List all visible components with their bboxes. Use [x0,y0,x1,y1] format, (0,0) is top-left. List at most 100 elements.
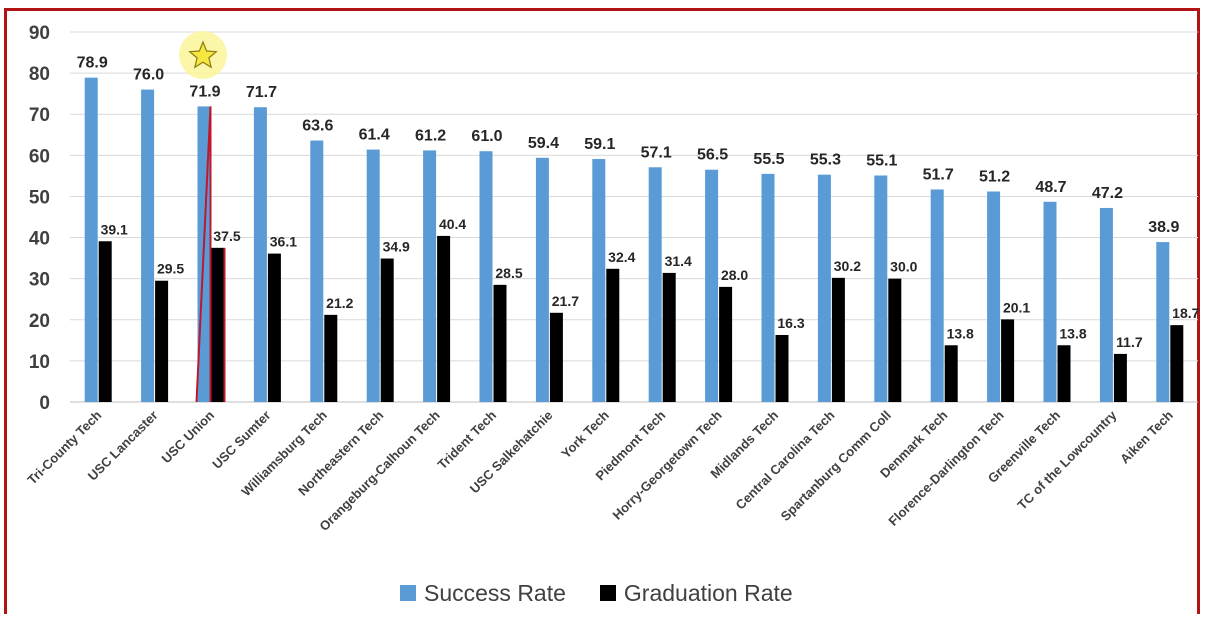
success-bar [423,150,437,402]
graduation-bar [267,253,281,402]
graduation-value-label: 39.1 [101,221,128,237]
success-value-label: 55.3 [810,152,841,169]
success-value-label: 51.7 [923,166,954,183]
category-label: TC of the Lowcountry [1014,407,1120,513]
graduation-value-label: 30.2 [834,258,861,274]
success-bar [761,173,775,402]
graduation-value-label: 18.7 [1172,305,1199,321]
category-label: Central Carolina Tech [733,407,838,512]
success-bar [535,157,549,402]
legend-item-graduation: Graduation Rate [599,579,793,607]
success-bar [253,107,267,402]
graduation-bar [1113,353,1127,402]
category-label: Florence-Darlington Tech [885,407,1006,528]
bars-group [84,77,1184,403]
graduation-bar [98,241,112,402]
graduation-value-label: 37.5 [213,228,240,244]
success-bar [987,191,1001,402]
success-bar [930,189,944,402]
category-label: Horry-Georgetown Tech [610,407,725,522]
graduation-value-label: 31.4 [665,253,692,269]
y-tick-label: 10 [29,352,50,373]
success-value-label: 55.1 [866,152,897,169]
graduation-bar [719,286,733,402]
success-value-label: 47.2 [1092,185,1123,202]
category-label: USC Union [159,407,218,466]
graduation-bar [944,345,958,402]
y-tick-label: 70 [29,105,50,126]
y-tick-label: 50 [29,187,50,208]
success-value-label: 48.7 [1035,179,1066,196]
legend-swatch-success [400,585,416,601]
graduation-value-label: 16.3 [777,315,804,331]
success-value-label: 38.9 [1148,219,1179,236]
success-value-label: 51.2 [979,169,1010,186]
data-labels: 78.9 39.1 76.0 29.5 71.9 37.5 71.7 36.1 63.6 21.2… [77,55,1200,350]
success-bar [84,77,98,402]
success-bar [705,169,719,402]
graduation-value-label: 13.8 [1059,325,1086,341]
category-label: Aiken Tech [1117,407,1176,466]
success-value-label: 71.9 [189,83,220,100]
success-bar [1156,242,1170,402]
graduation-value-label: 11.7 [1116,334,1143,350]
category-label: York Tech [558,407,612,461]
graduation-bar [662,272,676,402]
highlight-overlay-group [195,106,226,403]
success-value-label: 76.0 [133,67,164,84]
success-bar [310,140,324,403]
graduation-value-label: 34.9 [383,239,410,255]
graduation-value-label: 28.0 [721,267,748,283]
graduation-bar [380,258,394,402]
success-value-label: 78.9 [77,55,108,72]
graduation-value-label: 28.5 [495,265,522,281]
graduation-bar [775,334,789,402]
success-bar [648,167,662,402]
y-axis-ticks: 0 10 20 30 40 50 60 70 80 90 [29,23,50,414]
y-tick-label: 0 [39,393,50,414]
y-tick-label: 20 [29,311,50,332]
graduation-value-label: 36.1 [270,234,297,250]
graduation-bar [437,235,451,402]
success-bar [817,174,831,402]
success-bar [366,149,380,402]
success-value-label: 57.1 [641,144,672,161]
legend-item-success: Success Rate [400,580,566,607]
success-bar [592,159,606,402]
legend-swatch-graduation [599,585,616,601]
graduation-bar [606,268,620,402]
gridlines [70,31,1198,403]
legend-label-graduation: Graduation Rate [623,579,793,606]
y-tick-label: 60 [29,146,50,167]
graduation-value-label: 40.4 [439,216,466,232]
success-bar [479,151,493,402]
y-tick-label: 30 [29,270,50,291]
graduation-bar [1170,325,1184,402]
success-bar [1043,201,1057,402]
success-bar [141,89,155,403]
graduation-bar [155,280,169,402]
success-value-label: 61.0 [471,128,502,145]
success-value-label: 61.4 [359,127,390,144]
legend-label-success: Success Rate [424,579,566,606]
success-value-label: 56.5 [697,147,728,164]
graduation-value-label: 32.4 [608,249,635,265]
success-value-label: 55.5 [753,151,784,168]
success-value-label: 61.2 [415,127,446,144]
graduation-bar [888,278,902,402]
graduation-value-label: 29.5 [157,261,184,277]
graduation-bar [1001,319,1015,402]
graduation-bar [831,277,845,402]
legend: Success Rate Graduation Rate [400,578,827,608]
graduation-value-label: 13.8 [947,325,974,341]
graduation-bar [211,247,225,402]
highlight-glow-group [179,31,227,79]
graduation-value-label: 30.0 [890,259,917,275]
success-bar [1099,207,1113,402]
success-value-label: 59.1 [584,136,615,153]
y-tick-label: 90 [29,23,50,44]
graduation-value-label: 21.7 [552,293,579,309]
success-value-label: 71.7 [246,84,277,101]
